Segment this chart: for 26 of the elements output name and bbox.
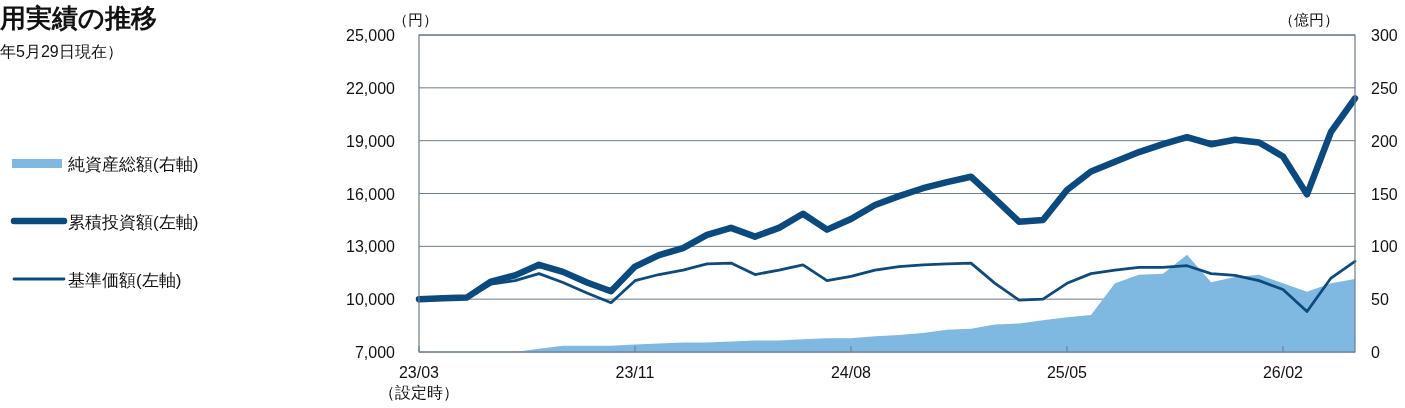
legend-label: 累積投資額(左軸) bbox=[68, 213, 199, 232]
y2-tick-label: 200 bbox=[1371, 132, 1398, 150]
y-tick-label: 7,000 bbox=[354, 344, 396, 361]
y-tick-label: 22,000 bbox=[346, 79, 396, 97]
legend-label: 純資産総額(右軸) bbox=[68, 155, 199, 174]
y-tick-label: 25,000 bbox=[346, 27, 396, 44]
x-tick-label: 26/02 bbox=[1262, 364, 1304, 381]
y2-tick-label: 250 bbox=[1371, 79, 1398, 97]
y-axis-title: （円） bbox=[393, 11, 438, 28]
x-tick-label: 25/05 bbox=[1046, 364, 1088, 381]
y2-tick-label: 50 bbox=[1371, 291, 1389, 309]
y2-tick-label: 0 bbox=[1371, 344, 1380, 361]
x-tick-label: 23/11 bbox=[615, 364, 655, 381]
text: 年5月29日現在） bbox=[0, 43, 123, 60]
y2-tick-label: 300 bbox=[1371, 27, 1398, 44]
y-tick-label: 16,000 bbox=[346, 185, 396, 203]
y-tick-label: 10,000 bbox=[346, 291, 396, 309]
y-tick-label: 19,000 bbox=[346, 132, 396, 150]
y-tick-label: 13,000 bbox=[346, 238, 396, 256]
text: 用実績の推移 bbox=[0, 3, 157, 33]
legend-label: 基準価額(左軸) bbox=[68, 271, 182, 290]
y2-tick-label: 150 bbox=[1371, 185, 1398, 203]
y2-axis-title: （億円） bbox=[1279, 11, 1339, 28]
x-tick-label: 23/03 （設定時） bbox=[379, 364, 459, 401]
x-tick-label: 24/08 bbox=[830, 364, 872, 381]
y2-tick-label: 100 bbox=[1371, 238, 1398, 256]
